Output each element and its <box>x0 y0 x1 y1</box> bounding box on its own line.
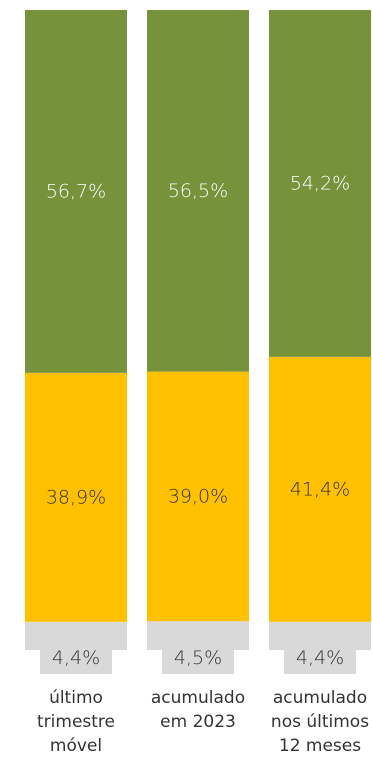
green-segment-0 <box>25 10 127 373</box>
yellow-segment-0 <box>25 372 127 622</box>
green-segment-label-2: 54,2% <box>290 172 350 194</box>
gray-segment-label-2: 4,4% <box>296 647 344 669</box>
category-label-2-line-2: 12 meses <box>279 736 361 756</box>
category-labels-layer: último trimestre móvel acumulado em 2023 acum… <box>37 688 369 756</box>
green-segment-label-1: 56,5% <box>168 180 228 202</box>
gray-label-box-0 <box>40 642 112 674</box>
yellow-segment-1 <box>147 371 249 622</box>
category-label-2-line-1: nos últimos <box>271 712 369 732</box>
green-segment-1 <box>147 10 249 372</box>
category-label-0-line-0: último <box>49 688 103 708</box>
segment-labels-layer: 4,4% 38,9% 56,7% 4,5% 39,0% 56,5% 4,4% 41,4% 54,… <box>40 172 356 674</box>
category-label-1-line-0: acumulado <box>151 688 245 708</box>
yellow-segment-label-2: 41,4% <box>290 478 350 500</box>
green-segment-label-0: 56,7% <box>46 180 106 202</box>
gray-segment-label-1: 4,5% <box>174 647 222 669</box>
category-label-0-line-1: trimestre <box>37 712 115 732</box>
gray-label-box-2 <box>284 642 356 674</box>
category-label-2-line-0: acumulado <box>273 688 367 708</box>
yellow-segment-2 <box>269 356 371 622</box>
bars-layer <box>25 10 371 650</box>
gray-segment-label-0: 4,4% <box>52 647 100 669</box>
gray-label-box-1 <box>162 642 234 674</box>
category-label-0-line-2: móvel <box>50 736 102 756</box>
green-segment-2 <box>269 10 371 357</box>
yellow-segment-label-0: 38,9% <box>46 486 106 508</box>
yellow-segment-label-1: 39,0% <box>168 485 228 507</box>
category-label-1-line-1: em 2023 <box>160 712 236 732</box>
